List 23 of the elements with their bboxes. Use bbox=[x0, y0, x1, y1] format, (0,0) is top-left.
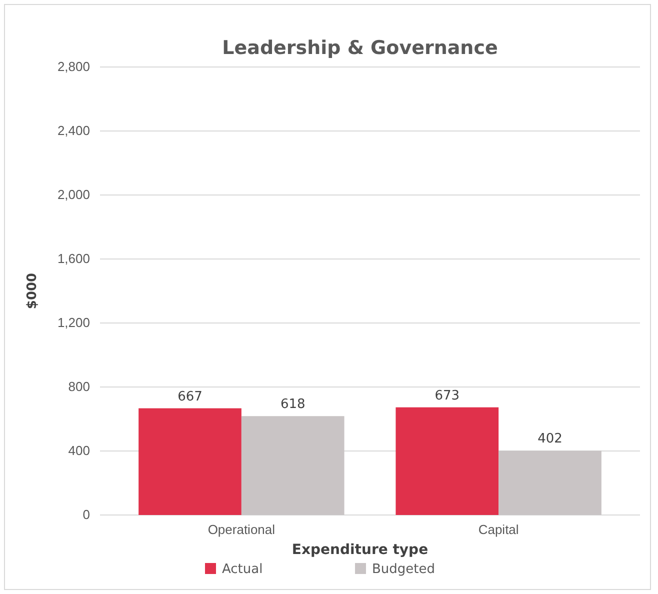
x-tick-label: Capital bbox=[478, 522, 519, 538]
y-tick-label: 2,000 bbox=[57, 187, 90, 202]
bar bbox=[498, 450, 602, 515]
y-tick-label: 800 bbox=[68, 379, 90, 394]
y-axis-title: $000 bbox=[25, 272, 40, 310]
y-tick-label: 400 bbox=[68, 443, 90, 458]
data-label: 402 bbox=[538, 432, 562, 447]
bar bbox=[138, 408, 242, 515]
chart-title: Leadership & Governance bbox=[222, 37, 498, 59]
legend-label: Actual bbox=[222, 562, 263, 577]
data-label: 618 bbox=[280, 397, 306, 412]
y-tick-label: 1,600 bbox=[57, 251, 90, 266]
bar bbox=[241, 416, 344, 515]
y-tick-label: 0 bbox=[82, 507, 90, 522]
y-tick-label: 2,400 bbox=[57, 123, 90, 138]
data-label: 673 bbox=[434, 388, 460, 404]
y-tick-label: 2,800 bbox=[57, 59, 90, 74]
bar bbox=[396, 407, 499, 515]
y-tick-label: 1,200 bbox=[57, 315, 90, 330]
x-tick-label: Operational bbox=[208, 522, 276, 538]
data-label: 667 bbox=[178, 389, 202, 404]
x-axis-title: Expenditure type bbox=[292, 542, 428, 558]
legend-label: Budgeted bbox=[372, 562, 436, 577]
